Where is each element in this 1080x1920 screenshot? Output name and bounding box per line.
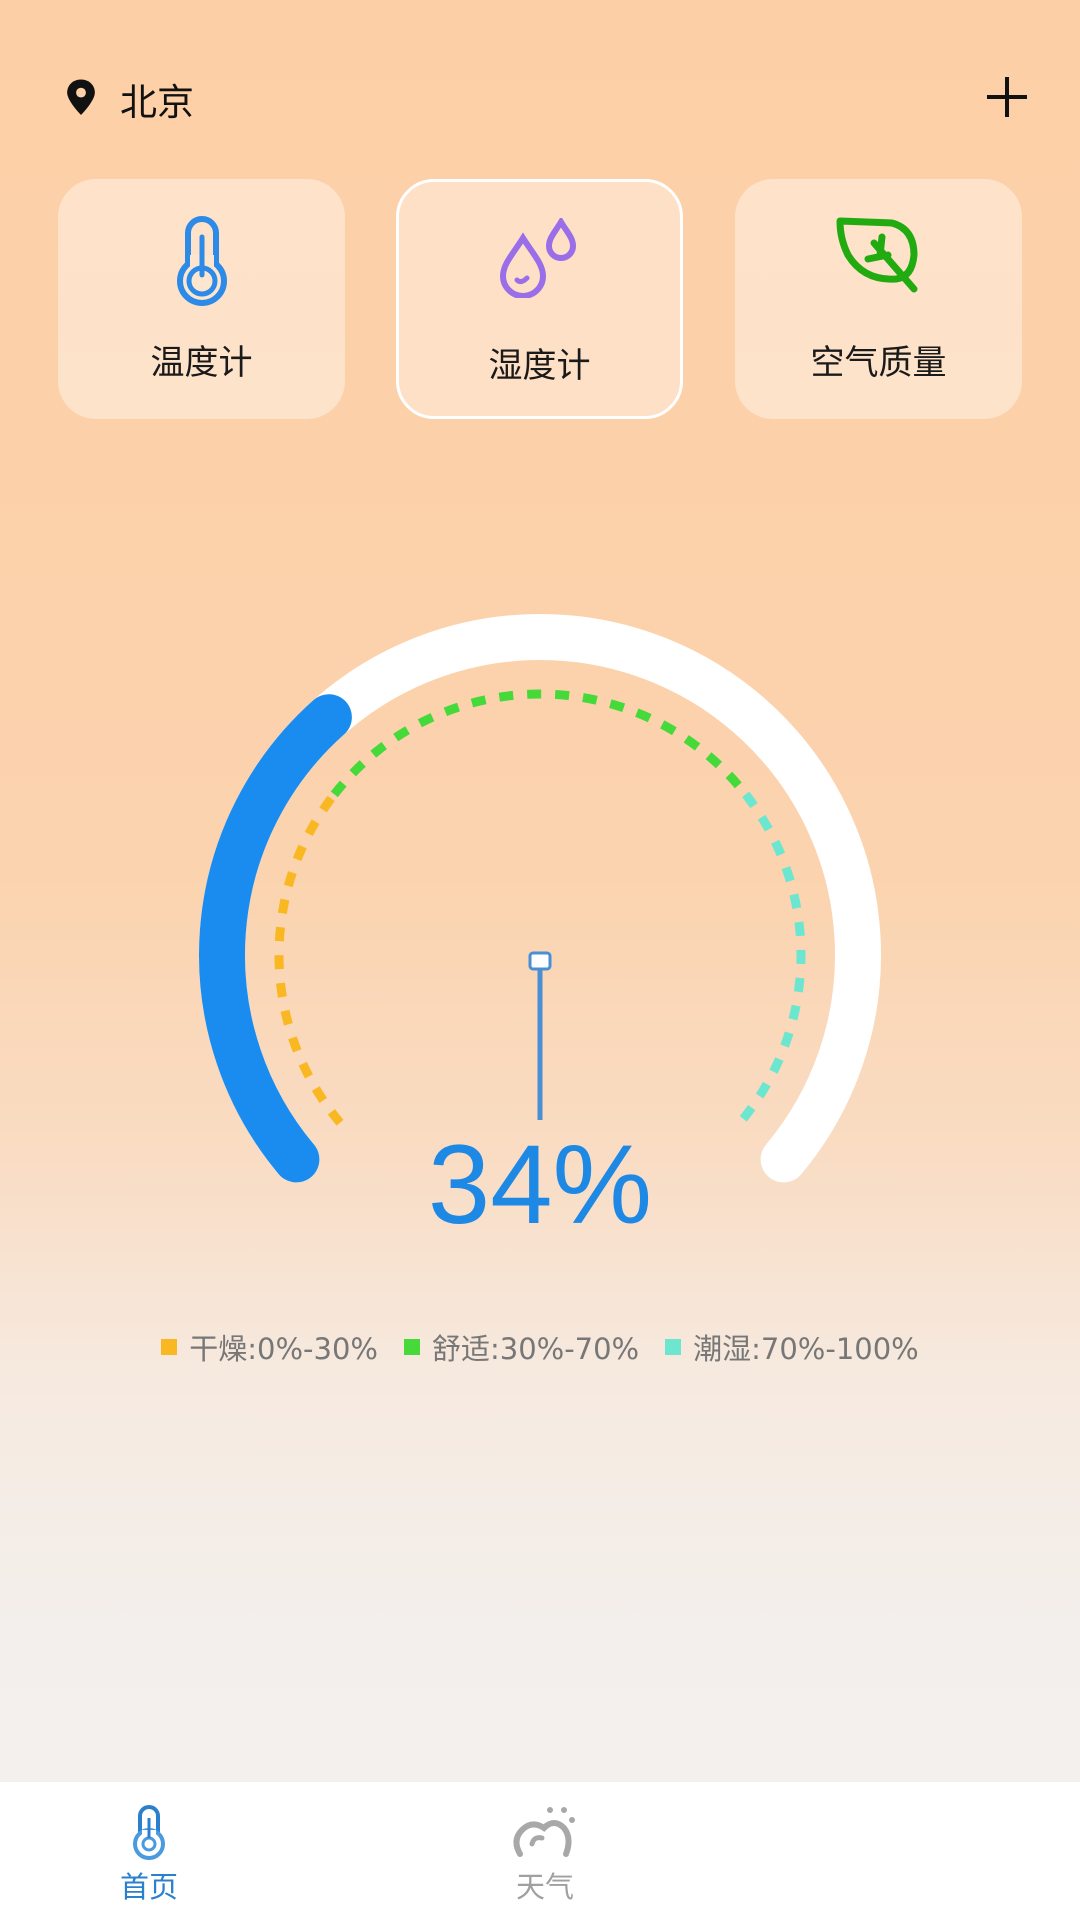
cloud-sun-icon [513,1807,575,1857]
humidity-gauge [199,614,881,1183]
bottom-tab-bar: 首页 天气 [0,1782,1080,1920]
legend-label: 干燥:0%-30% [189,1332,378,1366]
card-label: 空气质量 [810,343,947,383]
gauge-zone-arc [736,791,806,1126]
legend: 干燥:0%-30% 舒适:30%-70% 潮湿:70%-100% [0,1326,1080,1368]
card-air-quality[interactable]: 空气质量 [735,179,1022,419]
legend-swatch [403,1339,420,1355]
gauge-needle-cap [528,951,552,971]
water-drops-icon [499,218,576,298]
city-name[interactable]: 北京 [120,81,194,124]
add-city-button[interactable] [984,74,1030,120]
gauge-value-arc [199,694,352,1183]
gauge-zone-arc [330,689,750,798]
header: 北京 [0,70,1080,124]
card-label: 湿度计 [488,346,591,386]
legend-label: 舒适:30%-70% [431,1332,640,1366]
card-hygrometer[interactable]: 湿度计 [396,179,683,419]
map-pin-icon [67,79,95,115]
legend-item-dry: 干燥:0%-30% [161,1326,378,1368]
tab-label: 首页 [119,1870,178,1904]
thermometer-icon [133,1805,165,1860]
card-label: 温度计 [150,343,253,383]
legend-swatch [161,1339,178,1355]
card-thermometer[interactable]: 温度计 [58,179,345,419]
legend-item-humid: 潮湿:70%-100% [665,1326,919,1368]
legend-item-comfortable: 舒适:30%-70% [403,1326,640,1368]
humidity-value: 34% [427,1122,653,1247]
gauge-zone-arc [274,791,344,1126]
tab-weather[interactable]: 天气 [396,1782,694,1920]
leaf-icon [836,217,917,293]
tab-home[interactable]: 首页 [0,1782,298,1920]
tab-label: 天气 [515,1870,574,1904]
thermometer-icon [176,216,227,306]
legend-label: 潮湿:70%-100% [693,1332,919,1366]
legend-swatch [665,1339,682,1355]
